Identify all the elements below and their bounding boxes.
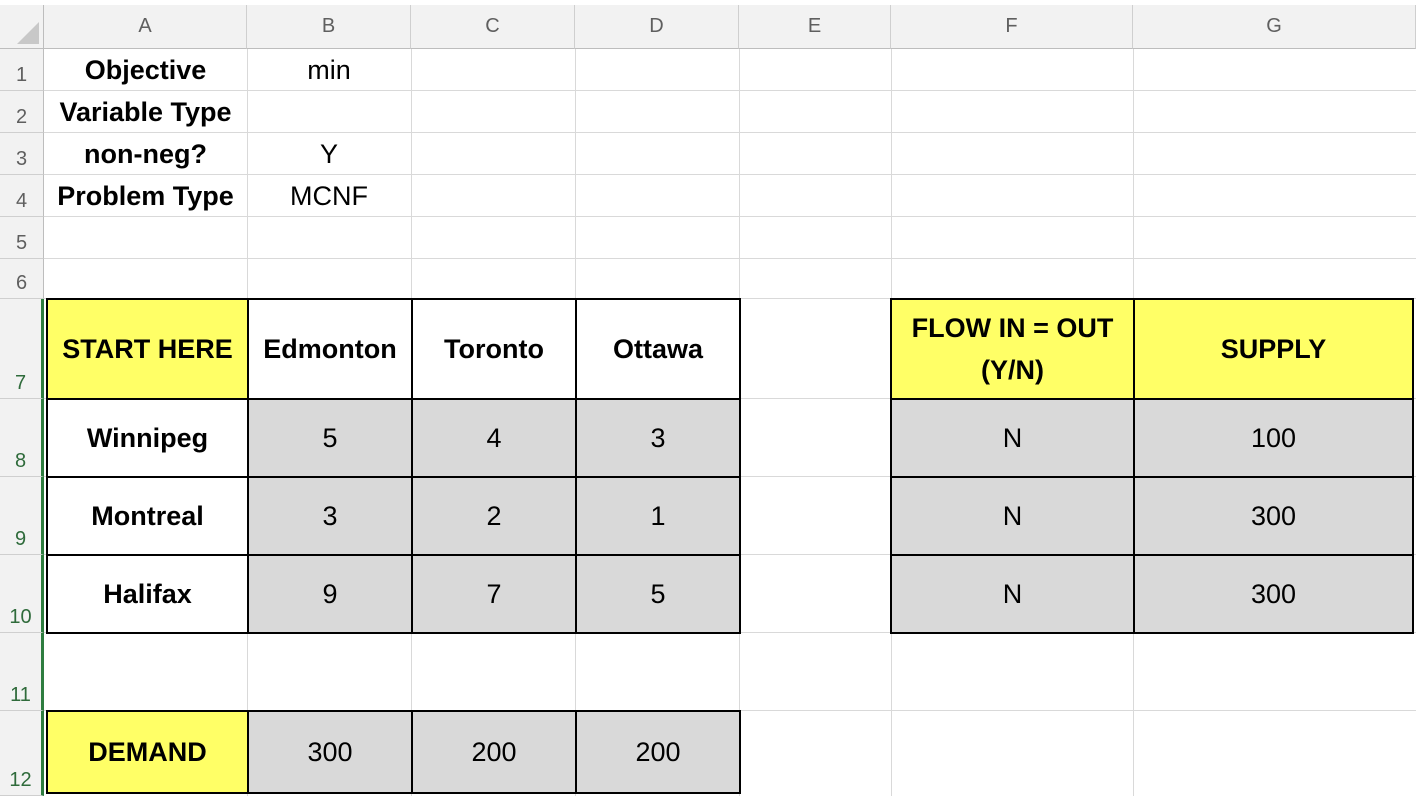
row-header-9[interactable]: 9 xyxy=(0,477,44,555)
supply-header[interactable]: SUPPLY xyxy=(1133,298,1414,400)
demand-label[interactable]: DEMAND xyxy=(46,710,249,794)
column-header-b[interactable]: B xyxy=(247,5,411,49)
row-header-11[interactable]: 11 xyxy=(0,633,44,711)
cost-cell[interactable]: 5 xyxy=(575,554,741,634)
row-header-4[interactable]: 4 xyxy=(0,175,44,217)
demand-cell[interactable]: 300 xyxy=(247,710,413,794)
cost-cell[interactable]: 3 xyxy=(247,476,413,556)
supply-cell[interactable]: 300 xyxy=(1133,476,1414,556)
column-header-g[interactable]: G xyxy=(1133,5,1416,49)
nonneg-label[interactable]: non-neg? xyxy=(84,139,207,169)
destination-header[interactable]: Ottawa xyxy=(575,298,741,400)
supply-cell[interactable]: 300 xyxy=(1133,554,1414,634)
gridline xyxy=(44,132,1416,133)
flow-cell[interactable]: N xyxy=(890,554,1135,634)
start-here-cell[interactable]: START HERE xyxy=(46,298,249,400)
cost-cell[interactable]: 9 xyxy=(247,554,413,634)
destination-header[interactable]: Edmonton xyxy=(247,298,413,400)
row-header-10[interactable]: 10 xyxy=(0,555,44,633)
origin-label[interactable]: Halifax xyxy=(46,554,249,634)
variable-type-label[interactable]: Variable Type xyxy=(59,97,232,127)
origin-label[interactable]: Montreal xyxy=(46,476,249,556)
column-header-e[interactable]: E xyxy=(739,5,891,49)
demand-cell[interactable]: 200 xyxy=(575,710,741,794)
column-header-a[interactable]: A xyxy=(44,5,247,49)
flow-cell[interactable]: N xyxy=(890,476,1135,556)
cost-cell[interactable]: 7 xyxy=(411,554,577,634)
problem-type-label[interactable]: Problem Type xyxy=(57,181,234,211)
destination-header[interactable]: Toronto xyxy=(411,298,577,400)
row-header-2[interactable]: 2 xyxy=(0,91,44,133)
column-header-f[interactable]: F xyxy=(891,5,1133,49)
cost-cell[interactable]: 2 xyxy=(411,476,577,556)
row-header-6[interactable]: 6 xyxy=(0,259,44,299)
gridline xyxy=(44,258,1416,259)
origin-label[interactable]: Winnipeg xyxy=(46,398,249,478)
column-header-c[interactable]: C xyxy=(411,5,575,49)
gridline xyxy=(44,174,1416,175)
row-header-1[interactable]: 1 xyxy=(0,49,44,91)
flow-in-out-header[interactable]: FLOW IN = OUT (Y/N) xyxy=(890,298,1135,400)
select-all-corner[interactable] xyxy=(0,5,44,49)
row-header-7[interactable]: 7 xyxy=(0,299,44,399)
nonneg-value[interactable]: Y xyxy=(319,139,338,169)
objective-label[interactable]: Objective xyxy=(84,55,207,85)
cost-cell[interactable]: 3 xyxy=(575,398,741,478)
demand-cell[interactable]: 200 xyxy=(411,710,577,794)
row-header-5[interactable]: 5 xyxy=(0,217,44,259)
problem-type-value[interactable]: MCNF xyxy=(290,181,368,211)
gridline xyxy=(44,90,1416,91)
objective-value[interactable]: min xyxy=(307,55,351,85)
row-header-8[interactable]: 8 xyxy=(0,399,44,477)
cost-cell[interactable]: 1 xyxy=(575,476,741,556)
gridline xyxy=(44,216,1416,217)
row-header-3[interactable]: 3 xyxy=(0,133,44,175)
row-header-12[interactable]: 12 xyxy=(0,711,44,796)
flow-cell[interactable]: N xyxy=(890,398,1135,478)
supply-cell[interactable]: 100 xyxy=(1133,398,1414,478)
cost-cell[interactable]: 4 xyxy=(411,398,577,478)
cost-cell[interactable]: 5 xyxy=(247,398,413,478)
variable-type-value[interactable] xyxy=(247,91,411,133)
column-header-d[interactable]: D xyxy=(575,5,739,49)
